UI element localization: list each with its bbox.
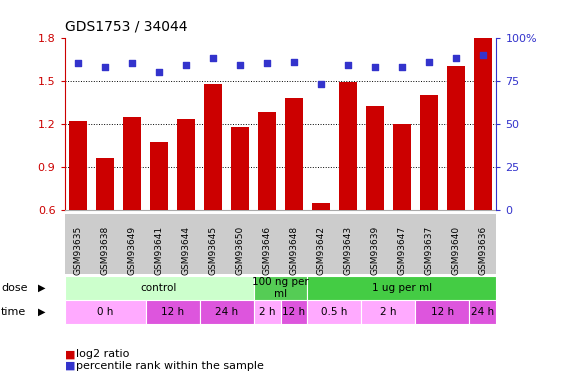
Point <box>209 55 218 61</box>
Bar <box>361 300 416 324</box>
Text: control: control <box>141 283 177 293</box>
Text: 24 h: 24 h <box>471 307 495 317</box>
Text: 2 h: 2 h <box>380 307 397 317</box>
Bar <box>200 300 254 324</box>
Bar <box>307 276 496 300</box>
Point <box>452 55 461 61</box>
Text: percentile rank within the sample: percentile rank within the sample <box>76 361 264 370</box>
Bar <box>312 203 330 210</box>
Point <box>263 60 272 66</box>
Bar <box>307 300 361 324</box>
Bar <box>280 300 307 324</box>
Point <box>398 64 407 70</box>
Point <box>425 58 434 64</box>
Bar <box>65 276 254 300</box>
Bar <box>69 121 87 210</box>
Point <box>182 62 191 68</box>
Bar <box>145 300 200 324</box>
Bar <box>420 95 438 210</box>
Point <box>370 64 379 70</box>
Text: GDS1753 / 34044: GDS1753 / 34044 <box>65 20 187 33</box>
Text: time: time <box>1 307 26 317</box>
Bar <box>254 276 307 300</box>
Text: 24 h: 24 h <box>215 307 238 317</box>
Text: 2 h: 2 h <box>259 307 275 317</box>
Point <box>127 60 136 66</box>
Bar <box>474 38 492 210</box>
Text: 0 h: 0 h <box>97 307 113 317</box>
Bar <box>339 82 357 210</box>
Bar <box>254 300 280 324</box>
Bar <box>231 127 249 210</box>
Point <box>316 81 325 87</box>
Bar <box>177 119 195 210</box>
Bar <box>258 112 276 210</box>
Text: ▶: ▶ <box>38 283 45 292</box>
Bar <box>393 124 411 210</box>
Bar <box>123 117 141 210</box>
Point <box>236 62 245 68</box>
Bar <box>204 84 222 210</box>
Text: 0.5 h: 0.5 h <box>321 307 348 317</box>
Text: 12 h: 12 h <box>431 307 454 317</box>
Point <box>73 60 82 66</box>
Text: ■: ■ <box>65 350 79 359</box>
Bar <box>366 106 384 210</box>
Bar <box>65 300 145 324</box>
Text: 12 h: 12 h <box>282 307 306 317</box>
Text: 12 h: 12 h <box>161 307 184 317</box>
Point <box>100 64 109 70</box>
Text: ■: ■ <box>65 361 79 370</box>
Bar <box>150 142 168 210</box>
Text: dose: dose <box>1 283 27 292</box>
Bar <box>96 158 114 210</box>
Bar <box>447 66 465 210</box>
Text: ▶: ▶ <box>38 307 45 317</box>
Point <box>154 69 163 75</box>
Point <box>343 62 352 68</box>
Text: 1 ug per ml: 1 ug per ml <box>372 283 432 293</box>
Bar <box>285 98 303 210</box>
Text: log2 ratio: log2 ratio <box>76 350 129 359</box>
Text: 100 ng per
ml: 100 ng per ml <box>252 277 309 298</box>
Point <box>479 52 488 58</box>
Bar <box>416 300 470 324</box>
Bar <box>470 300 496 324</box>
Point <box>289 58 298 64</box>
